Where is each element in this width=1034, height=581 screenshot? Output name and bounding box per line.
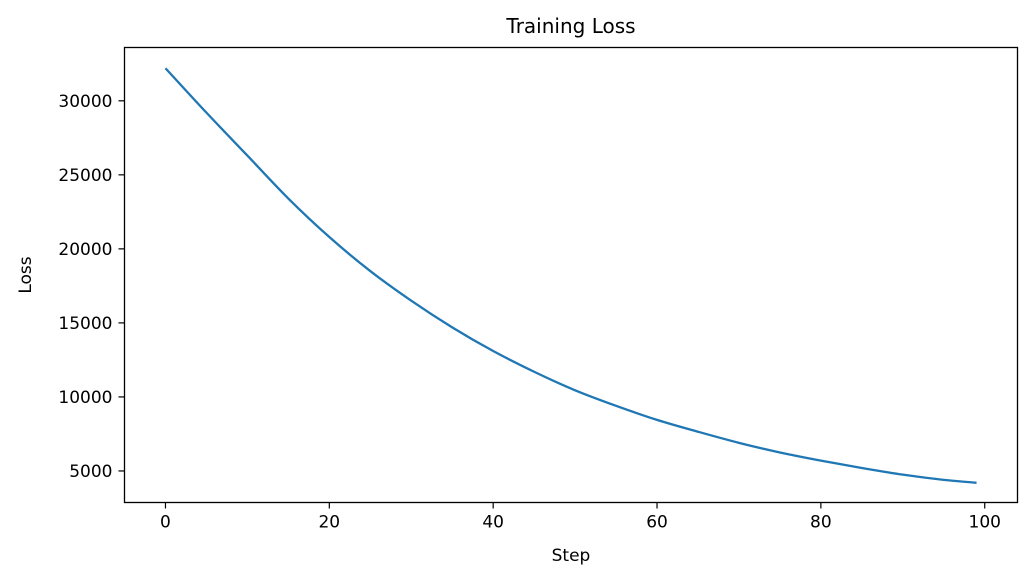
series-layer <box>164 67 977 484</box>
x-tick-label: 100 <box>969 513 1001 533</box>
x-tick-label: 40 <box>482 513 504 533</box>
chart-title: Training Loss <box>505 14 635 38</box>
y-tick-label: 5000 <box>69 462 112 482</box>
y-tick-label: 10000 <box>58 388 112 408</box>
y-tick-label: 25000 <box>58 166 112 186</box>
plot-frame <box>123 46 1019 504</box>
y-axis-ticks: 5000 10000 15000 20000 25000 30000 <box>58 92 125 482</box>
y-axis-label: Loss <box>16 256 36 293</box>
x-tick-label: 0 <box>160 513 171 533</box>
x-tick-label: 60 <box>646 513 668 533</box>
x-axis-label: Step <box>552 546 591 566</box>
x-tick-label: 80 <box>810 513 832 533</box>
y-tick-label: 20000 <box>58 240 112 260</box>
x-axis-ticks: 0 20 40 60 80 100 <box>160 502 1001 533</box>
x-tick-label: 20 <box>318 513 340 533</box>
y-tick-label: 15000 <box>58 314 112 334</box>
y-tick-label: 30000 <box>58 92 112 112</box>
series-line <box>164 67 977 484</box>
